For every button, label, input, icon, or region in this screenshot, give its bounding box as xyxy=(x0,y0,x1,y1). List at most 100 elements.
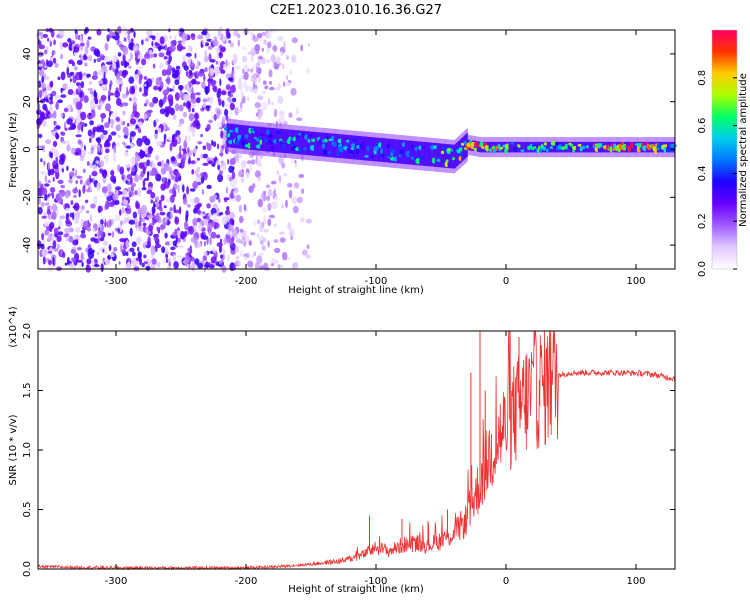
ridge-body xyxy=(436,143,438,167)
ridge-body xyxy=(299,130,301,155)
noise-speckle xyxy=(155,39,160,43)
noise-speckle xyxy=(112,111,118,119)
noise-speckle xyxy=(229,93,234,98)
noise-speckle xyxy=(74,186,78,191)
ridge-body xyxy=(442,143,444,168)
snr-y-label: SNR (10 * v/v) xyxy=(8,414,19,485)
noise-speckle xyxy=(167,94,174,103)
ridge-body xyxy=(576,141,578,153)
ridge-body xyxy=(489,141,491,153)
noise-speckle xyxy=(109,110,111,118)
noise-speckle xyxy=(116,142,120,147)
noise-speckle xyxy=(100,219,104,225)
noise-speckle xyxy=(164,232,168,239)
noise-speckle xyxy=(119,166,125,175)
noise-speckle xyxy=(172,253,176,263)
noise-speckle xyxy=(121,141,126,145)
noise-speckle xyxy=(104,122,110,129)
ridge-body xyxy=(546,141,548,153)
noise-speckle xyxy=(155,212,160,222)
ridge-body xyxy=(453,144,455,169)
noise-speckle xyxy=(208,81,211,87)
noise-speckle xyxy=(225,186,229,194)
ridge-body xyxy=(250,126,252,150)
noise-speckle xyxy=(241,159,247,169)
noise-speckle xyxy=(126,131,129,137)
noise-speckle xyxy=(181,161,185,169)
noise-speckle xyxy=(69,78,72,83)
noise-speckle xyxy=(48,100,54,105)
noise-speckle xyxy=(267,98,271,106)
ridge-body xyxy=(432,142,434,167)
ridge-body xyxy=(525,141,527,153)
noise-speckle xyxy=(52,57,57,64)
noise-speckle xyxy=(279,115,285,122)
noise-speckle xyxy=(128,42,133,50)
ridge-body xyxy=(317,132,319,157)
noise-speckle xyxy=(219,212,224,216)
noise-speckle xyxy=(128,190,134,197)
ridge-blob xyxy=(517,144,522,148)
noise-speckle xyxy=(124,60,128,69)
noise-speckle xyxy=(195,92,201,96)
noise-speckle xyxy=(113,153,117,162)
ridge-body xyxy=(354,135,356,160)
noise-speckle xyxy=(226,206,230,211)
noise-speckle xyxy=(238,204,242,213)
noise-speckle xyxy=(108,89,111,97)
colorbar-tick-label: 0.8 xyxy=(697,70,708,86)
ridge-body xyxy=(235,124,237,149)
ridge-body xyxy=(291,129,293,154)
noise-speckle xyxy=(65,207,70,211)
noise-speckle xyxy=(172,69,179,78)
noise-speckle xyxy=(66,165,69,171)
noise-speckle xyxy=(121,93,128,99)
x-tick-label: 0 xyxy=(503,576,509,587)
noise-speckle xyxy=(190,160,196,165)
noise-speckle xyxy=(221,116,226,125)
noise-speckle xyxy=(97,234,100,244)
noise-speckle xyxy=(260,193,264,200)
ridge-body xyxy=(301,130,303,155)
noise-speckle xyxy=(100,65,107,73)
noise-speckle xyxy=(122,189,128,198)
noise-speckle xyxy=(272,62,275,69)
noise-speckle xyxy=(278,155,284,165)
noise-speckle xyxy=(232,60,238,65)
noise-speckle xyxy=(235,245,239,253)
noise-speckle xyxy=(254,261,260,270)
noise-speckle xyxy=(118,261,121,265)
colorbar-label: Normalized spectral amplitude xyxy=(738,73,749,227)
ridge-body xyxy=(434,142,436,167)
noise-speckle xyxy=(219,260,222,265)
noise-speckle xyxy=(291,196,298,205)
noise-speckle xyxy=(119,209,122,216)
noise-speckle xyxy=(239,101,243,110)
ridge-body xyxy=(284,129,286,154)
noise-speckle xyxy=(133,74,140,82)
noise-speckle xyxy=(146,171,150,181)
noise-speckle xyxy=(274,223,277,228)
noise-speckle xyxy=(42,34,49,38)
noise-speckle xyxy=(250,232,256,236)
noise-speckle xyxy=(229,237,234,246)
noise-speckle xyxy=(128,65,132,69)
noise-speckle xyxy=(88,80,93,85)
noise-speckle xyxy=(87,36,92,40)
noise-speckle xyxy=(220,254,223,259)
noise-speckle xyxy=(202,38,206,46)
noise-speckle xyxy=(242,68,245,75)
noise-speckle xyxy=(294,159,297,164)
ridge-body xyxy=(230,123,232,148)
noise-speckle xyxy=(190,98,197,104)
noise-speckle xyxy=(211,139,214,146)
noise-speckle xyxy=(305,254,312,259)
noise-speckle xyxy=(68,179,73,184)
noise-speckle xyxy=(137,252,141,258)
noise-speckle xyxy=(44,175,48,183)
noise-speckle xyxy=(195,72,197,79)
noise-speckle xyxy=(301,188,304,195)
noise-speckle xyxy=(77,263,82,268)
noise-speckle xyxy=(277,36,284,42)
noise-speckle xyxy=(138,220,142,227)
